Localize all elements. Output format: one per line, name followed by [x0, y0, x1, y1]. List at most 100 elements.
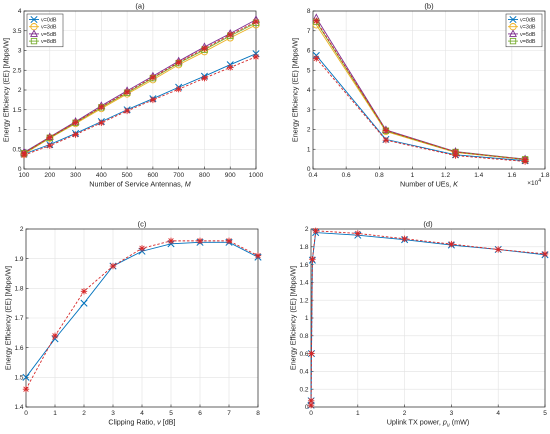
x-tick-label: 1000: [249, 172, 264, 179]
x-tick-label: 3: [111, 410, 115, 417]
data-point: [354, 230, 361, 237]
legend-marker: [30, 37, 38, 45]
chart-panel-1: (a) 100 200 300 400 500 600 700 800 900 1000 0 0.5 1 1…: [2, 2, 264, 189]
y-axis-title: Energy Efficiency (EE) [Mbps/W]: [291, 38, 300, 142]
data-point: [448, 240, 455, 248]
legend-item: ν=5dB: [29, 29, 57, 38]
x-axis-title-unit: (mW): [450, 418, 470, 427]
x-tick-label: 400: [96, 172, 107, 179]
panel-title: (b): [424, 2, 434, 11]
data-point: [51, 332, 59, 339]
data-point: [452, 148, 459, 156]
series-line: [310, 232, 546, 406]
x-axis-title-text: Uplink TX power,: [387, 418, 443, 427]
x-tick-label: 2: [403, 410, 407, 417]
x-tick-label: 200: [44, 172, 55, 179]
data-point: [452, 152, 459, 159]
x-axis-title-variable: p: [442, 418, 447, 427]
dashed-series-2: [20, 18, 260, 157]
y-tick-label: 1.5: [12, 107, 21, 114]
legend-label: ν=3dB: [520, 25, 536, 31]
x-axis-title-variable: ν: [157, 418, 161, 427]
x-tick-label: 600: [147, 172, 158, 179]
data-point: [22, 373, 30, 381]
y-tick-label: 0.4: [299, 369, 308, 376]
y-tick-label: 2.5: [12, 67, 21, 74]
data-point: [109, 262, 117, 270]
y-tick-label: 0: [307, 166, 311, 173]
data-point: [495, 246, 502, 253]
dashed-series-line: [315, 58, 526, 162]
data-point: [20, 150, 28, 157]
x-axis-title-text: Number of UEs,: [400, 180, 453, 189]
panel-title: (c): [138, 220, 147, 229]
data-point: [72, 119, 79, 126]
dashed-series-line: [310, 230, 546, 406]
y-tick-label: 1.6: [14, 345, 23, 352]
data-point: [201, 45, 208, 52]
x-axis-exponent-power: 4: [538, 178, 541, 184]
data-point: [382, 127, 390, 134]
y-tick-label: 2: [307, 127, 311, 134]
legend-label: ν=0dB: [520, 17, 536, 23]
y-tick-label: 1.7: [14, 315, 23, 322]
x-tick-label: 0: [309, 410, 313, 417]
data-point: [227, 64, 234, 71]
data-point: [252, 53, 260, 61]
x-tick-label: 7: [227, 410, 231, 417]
y-tick-label: 0.8: [299, 333, 308, 340]
data-point: [149, 74, 157, 81]
x-tick-label: 1.2: [441, 172, 450, 179]
x-tick-label: 0.4: [308, 172, 317, 179]
x-tick-label: 5: [543, 410, 547, 417]
chart-panel-2: (b) 0.4 0.6 0.8 1 1.2 1.4 1.6 1.8 0 1 2 3 4 5 6 7 8 ×104 Nu…: [291, 2, 550, 189]
data-point: [123, 107, 131, 115]
legend-item: ν=0dB: [508, 15, 536, 23]
legend-marker: [509, 29, 517, 37]
x-tick-label: 3: [450, 410, 454, 417]
x-tick-label: 1.4: [474, 172, 483, 179]
chart-panel-4: (d)0 1 2 3 4 500.20.40.60.811.21.41.61.82Upli…: [289, 220, 549, 429]
data-point: [254, 252, 262, 259]
y-tick-label: 0.2: [299, 386, 308, 393]
data-point: [138, 245, 146, 252]
dashed-series-line: [23, 56, 257, 156]
data-point: [201, 74, 208, 82]
data-point: [98, 103, 105, 111]
y-tick-label: 1.5: [14, 375, 23, 382]
x-tick-label: 4: [140, 410, 144, 417]
x-axis-title-variable: K: [453, 180, 459, 189]
data-point: [252, 18, 260, 25]
data-point: [225, 237, 233, 245]
data-point: [313, 17, 320, 25]
y-tick-label: 1: [307, 146, 311, 153]
data-point: [22, 386, 30, 393]
x-axis-title-text: Number of Service Antennas,: [89, 180, 184, 189]
y-tick-label: 3: [18, 48, 22, 55]
x-tick-label: 2: [82, 410, 86, 417]
data-point: [307, 397, 315, 404]
data-point: [98, 119, 105, 126]
y-tick-label: 1.6: [299, 262, 308, 269]
x-tick-label: 4: [496, 410, 500, 417]
dashed-series-1: [20, 53, 260, 159]
series-1: [20, 50, 260, 158]
x-axis-title-unit: [dB]: [161, 418, 176, 427]
y-tick-label: 1.8: [299, 244, 308, 251]
legend-item: ν=0dB: [29, 15, 57, 23]
x-axis-title: Number of Service Antennas, M: [89, 180, 190, 189]
dashed-series-1: [22, 237, 262, 393]
x-axis-title: Uplink TX power, pu (mW): [387, 418, 470, 429]
y-tick-label: 1.8: [14, 286, 23, 293]
legend-label: ν=0dB: [41, 17, 57, 23]
y-tick-label: 8: [307, 8, 311, 15]
data-point: [46, 142, 53, 149]
chart-panel-3: (c) 0 1 2 3 4 5 6 7 8 1.4 1.5 1.6 1.7 1.8 1.9 2 Clipping …: [4, 220, 262, 427]
y-axis-title: Energy Efficiency (EE) [Mbps/W]: [289, 266, 298, 370]
legend-item: ν=8dB: [508, 37, 536, 45]
y-tick-label: 1: [18, 127, 22, 134]
x-axis-title: Clipping Ratio, ν [dB]: [108, 418, 175, 427]
dashed-series-line: [315, 20, 526, 160]
y-tick-label: 1.4: [14, 404, 23, 411]
